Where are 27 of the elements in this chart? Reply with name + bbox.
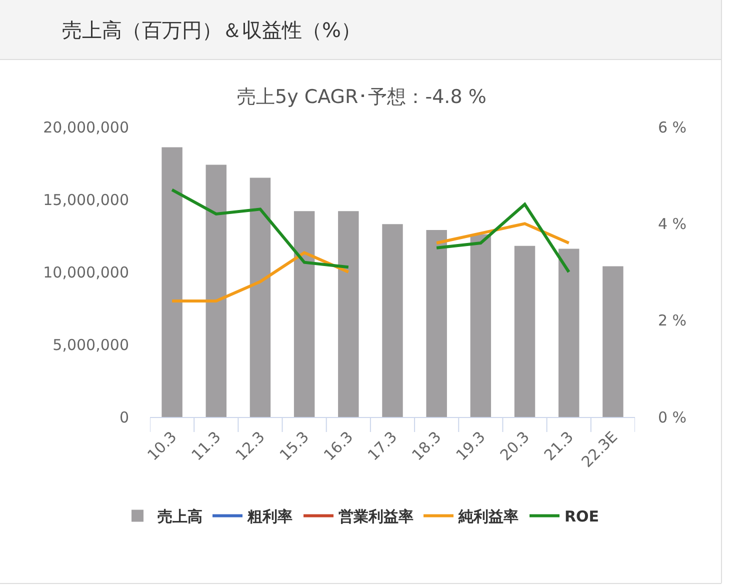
chart-subtitle: 売上5y CAGR･予想：-4.8 % <box>237 86 486 108</box>
legend-label: 営業利益率 <box>338 508 414 526</box>
chart-title: 売上高（百万円）＆収益性（%） <box>62 18 362 42</box>
y2-tick-label: 6 % <box>658 118 687 136</box>
bar <box>602 266 624 417</box>
bar <box>294 211 315 417</box>
bar <box>382 224 403 417</box>
bar <box>514 246 536 417</box>
bar <box>558 248 580 417</box>
y-tick-label: 10,000,000 <box>43 263 129 282</box>
y2-tick-label: 4 % <box>658 214 687 233</box>
bar <box>470 234 492 417</box>
bar <box>206 164 226 417</box>
y-tick-label: 5,000,000 <box>52 336 129 354</box>
y-tick-label: 15,000,000 <box>43 190 129 209</box>
y-tick-label: 0 <box>119 408 129 426</box>
y-tick-label: 20,000,000 <box>43 118 129 136</box>
legend-label: 売上高 <box>158 508 202 526</box>
y2-tick-label: 0 % <box>658 408 687 426</box>
bar <box>250 178 271 417</box>
legend-label: ROE <box>564 508 600 526</box>
legend-label: 純利益率 <box>458 508 518 526</box>
bar <box>338 211 359 417</box>
bar <box>426 230 447 417</box>
y2-tick-label: 2 % <box>658 312 687 330</box>
bar <box>162 147 182 417</box>
legend-label: 粗利率 <box>246 508 292 526</box>
